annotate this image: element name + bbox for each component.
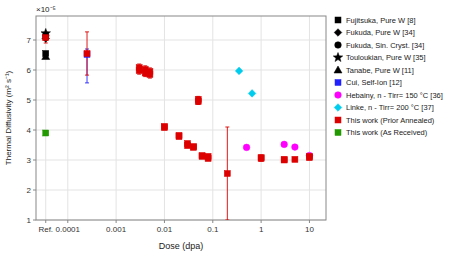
y-axis-label: Thermal Diffusivity (m² s⁻¹) xyxy=(4,70,13,165)
plot-area xyxy=(36,16,326,220)
point xyxy=(84,51,90,57)
x-axis-label: Dose (dpa) xyxy=(159,241,204,251)
error-bar xyxy=(225,127,229,220)
axes: Ref.0.0001 0.001 0.01 0.1 1 10 1 2 3 4 5 6 7 xyxy=(27,16,326,234)
legend-marker xyxy=(335,130,341,136)
error-bar xyxy=(148,71,152,78)
error-bar xyxy=(196,99,200,105)
point xyxy=(306,155,312,161)
annotation: ×10⁻⁵ xyxy=(36,5,56,14)
error-bar xyxy=(307,156,311,160)
error-bar xyxy=(259,156,263,161)
y-tick-label: 2 xyxy=(27,186,32,195)
point xyxy=(205,156,211,162)
x-tick-label: 0.1 xyxy=(207,225,219,234)
point xyxy=(185,143,191,149)
point xyxy=(42,53,50,60)
point xyxy=(191,144,197,150)
point xyxy=(281,157,287,163)
x-tick-label: Ref. xyxy=(38,225,53,234)
legend-label: Linke, n - Tirr= 200 °C [37] xyxy=(346,103,434,112)
x-grid-line xyxy=(164,16,165,220)
legend: Fujitsuka, Pure W [8] Fukuda, Pure W [34]… xyxy=(333,16,443,138)
point xyxy=(42,35,50,43)
legend-marker xyxy=(335,80,341,86)
y-grid-line xyxy=(36,130,326,131)
point xyxy=(43,130,49,136)
point xyxy=(248,90,256,98)
y-grid-line xyxy=(36,190,326,191)
point xyxy=(258,156,264,162)
error-bars xyxy=(44,32,312,220)
y-grid-line xyxy=(36,70,326,71)
y-tick-label: 7 xyxy=(27,36,32,45)
x-grid-line xyxy=(261,16,262,220)
legend-marker xyxy=(335,117,341,123)
x-tick-label: 1 xyxy=(259,225,264,234)
legend-marker xyxy=(335,92,342,99)
x-grid-line xyxy=(116,16,117,220)
error-bar xyxy=(143,69,147,76)
point xyxy=(235,67,243,75)
legend-label: This work (Prior Annealed) xyxy=(346,116,435,125)
point xyxy=(224,171,230,177)
legend-label: Fukuda, Sin. Cryst. [34] xyxy=(346,41,424,50)
y-tick-label: 3 xyxy=(27,156,32,165)
point xyxy=(243,144,250,151)
y-tick-label: 4 xyxy=(27,126,32,135)
x-tick-label: 10 xyxy=(305,225,314,234)
legend-marker xyxy=(334,66,342,73)
point xyxy=(292,144,299,151)
legend-marker xyxy=(335,42,342,49)
error-bar xyxy=(137,67,141,74)
point xyxy=(147,72,153,78)
point xyxy=(292,156,298,162)
point xyxy=(136,68,142,74)
legend-label: Fukuda, Pure W [34] xyxy=(346,28,415,37)
legend-label: Hebainy, n - Tirr= 150 °C [36] xyxy=(346,91,443,100)
y-tick-label: 5 xyxy=(27,96,32,105)
point xyxy=(161,125,167,131)
legend-marker xyxy=(335,17,341,23)
x-grid-line xyxy=(67,16,68,220)
point xyxy=(191,144,197,150)
legend-label: Fujitsuka, Pure W [8] xyxy=(346,16,416,25)
legend-label: Cui, Self-Ion [12] xyxy=(346,78,402,87)
x-tick-label: 0.001 xyxy=(106,225,127,234)
legend-label: Touloukian, Pure W [35] xyxy=(346,53,426,62)
error-bar xyxy=(282,158,286,162)
error-bar xyxy=(293,157,297,161)
data-marks xyxy=(41,28,313,220)
point xyxy=(281,141,288,148)
point xyxy=(199,153,205,159)
point xyxy=(281,156,287,162)
legend-marker xyxy=(334,29,342,37)
x-grid-line xyxy=(212,16,213,220)
legend-marker xyxy=(333,53,343,62)
grid xyxy=(36,16,326,220)
point xyxy=(84,51,90,57)
legend-marker xyxy=(334,104,342,112)
x-grid-line xyxy=(309,16,310,220)
plot-frame xyxy=(36,16,326,220)
point xyxy=(258,155,264,161)
x-grid-line xyxy=(45,16,46,220)
point xyxy=(195,99,201,105)
legend-label: Tanabe, Pure W [11] xyxy=(346,66,414,75)
x-tick-label: 0.0001 xyxy=(56,225,81,234)
y-tick-label: 6 xyxy=(27,66,32,75)
y-tick-label: 1 xyxy=(27,216,32,225)
point xyxy=(199,153,205,159)
legend-label: This work (As Received) xyxy=(346,128,428,137)
chart: Ref.0.0001 0.001 0.01 0.1 1 10 1 2 3 4 5 6 7 Dose (dp… xyxy=(0,0,474,257)
y-grid-line xyxy=(36,40,326,41)
x-tick-label: 0.01 xyxy=(157,225,173,234)
error-bar xyxy=(85,32,89,75)
point xyxy=(43,35,49,41)
points xyxy=(41,28,313,176)
point xyxy=(176,134,182,140)
y-grid-line xyxy=(36,100,326,101)
